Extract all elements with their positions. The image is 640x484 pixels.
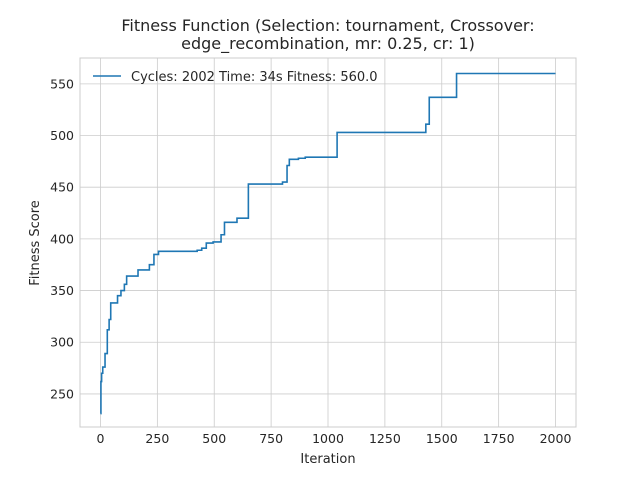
tick-labels: 0 250 500 750 1000 1250 1500 1750 2000 250 300 350 4… [50, 76, 571, 446]
chart-title-line-1: Fitness Function (Selection: tournament,… [121, 16, 534, 35]
x-tick-label: 2000 [540, 431, 572, 446]
y-axis-label: Fitness Score [28, 200, 43, 286]
legend-entry: Cycles: 2002 Time: 34s Fitness: 560.0 [131, 70, 378, 85]
chart-title-line-2: edge_recombination, mr: 0.25, cr: 1) [181, 34, 475, 54]
x-tick-label: 250 [145, 431, 169, 446]
y-tick-label: 400 [50, 231, 74, 246]
x-tick-label: 0 [97, 431, 105, 446]
x-axis-label: Iteration [300, 452, 355, 467]
grid-lines [80, 58, 576, 427]
y-tick-label: 450 [50, 180, 74, 195]
x-tick-label: 1500 [426, 431, 458, 446]
series-layer [100, 72, 556, 415]
fitness-series-line [100, 72, 556, 415]
x-tick-label: 1750 [483, 431, 515, 446]
y-tick-label: 250 [50, 386, 74, 401]
x-tick-label: 1000 [312, 431, 344, 446]
legend: Cycles: 2002 Time: 34s Fitness: 560.0 [93, 70, 378, 85]
x-tick-label: 500 [202, 431, 226, 446]
y-tick-label: 350 [50, 283, 74, 298]
x-tick-label: 1250 [369, 431, 401, 446]
x-tick-label: 750 [259, 431, 283, 446]
y-tick-label: 550 [50, 76, 74, 91]
y-tick-label: 300 [50, 335, 74, 350]
plot-frame [79, 57, 577, 428]
y-tick-label: 500 [50, 128, 74, 143]
